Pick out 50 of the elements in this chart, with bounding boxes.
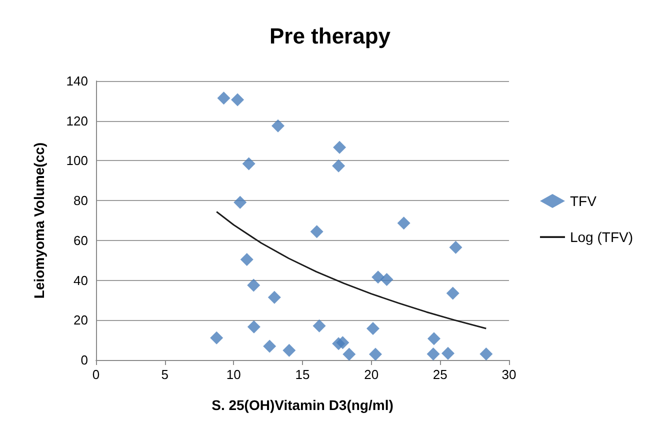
point bbox=[372, 270, 385, 284]
y-tick-label: 80 bbox=[74, 193, 88, 208]
point bbox=[426, 348, 440, 361]
point bbox=[480, 348, 493, 361]
point bbox=[234, 196, 247, 209]
point bbox=[240, 253, 254, 266]
point bbox=[247, 320, 260, 334]
point bbox=[336, 336, 350, 350]
point bbox=[282, 344, 296, 357]
y-tick-label: 40 bbox=[74, 272, 88, 288]
x-tick-label: 10 bbox=[226, 367, 241, 382]
y-tick-label: 20 bbox=[74, 312, 88, 328]
point bbox=[312, 319, 326, 332]
point bbox=[247, 278, 260, 292]
x-tick-label: 0 bbox=[92, 367, 100, 382]
x-tick-label: 25 bbox=[432, 367, 448, 382]
point bbox=[263, 340, 276, 353]
legend-label: TFV bbox=[570, 193, 598, 209]
point bbox=[231, 93, 244, 106]
point bbox=[442, 346, 455, 360]
legend-label: Log (TFV) bbox=[570, 229, 633, 245]
point bbox=[342, 348, 356, 361]
point bbox=[268, 290, 281, 304]
point bbox=[397, 216, 410, 230]
point bbox=[427, 332, 440, 346]
line-series bbox=[216, 210, 487, 330]
y-tick-label: 140 bbox=[66, 74, 88, 88]
point bbox=[210, 331, 224, 344]
point bbox=[332, 159, 346, 172]
point bbox=[380, 272, 394, 286]
point bbox=[271, 119, 284, 132]
y-axis-title: Leiomyoma Volume(cc) bbox=[31, 142, 47, 299]
chart-title: Pre therapy bbox=[269, 24, 392, 48]
point bbox=[217, 92, 230, 105]
point bbox=[446, 286, 460, 300]
x-tick-label: 30 bbox=[502, 367, 516, 382]
x-tick-label: 5 bbox=[161, 367, 168, 382]
x-tick-label: 15 bbox=[295, 367, 310, 382]
y-tick-label: 0 bbox=[80, 352, 88, 368]
x-tick-label: 20 bbox=[364, 367, 379, 382]
point bbox=[333, 140, 346, 154]
point bbox=[242, 157, 256, 170]
point bbox=[368, 348, 382, 361]
y-tick-label: 100 bbox=[66, 153, 88, 168]
y-tick-label: 120 bbox=[66, 113, 88, 128]
x-axis-title: S. 25(OH)Vitamin D3(ng/ml) bbox=[212, 397, 394, 413]
point bbox=[449, 240, 462, 254]
point bbox=[310, 225, 324, 238]
y-tick-label: 60 bbox=[74, 232, 88, 248]
point bbox=[366, 322, 380, 336]
